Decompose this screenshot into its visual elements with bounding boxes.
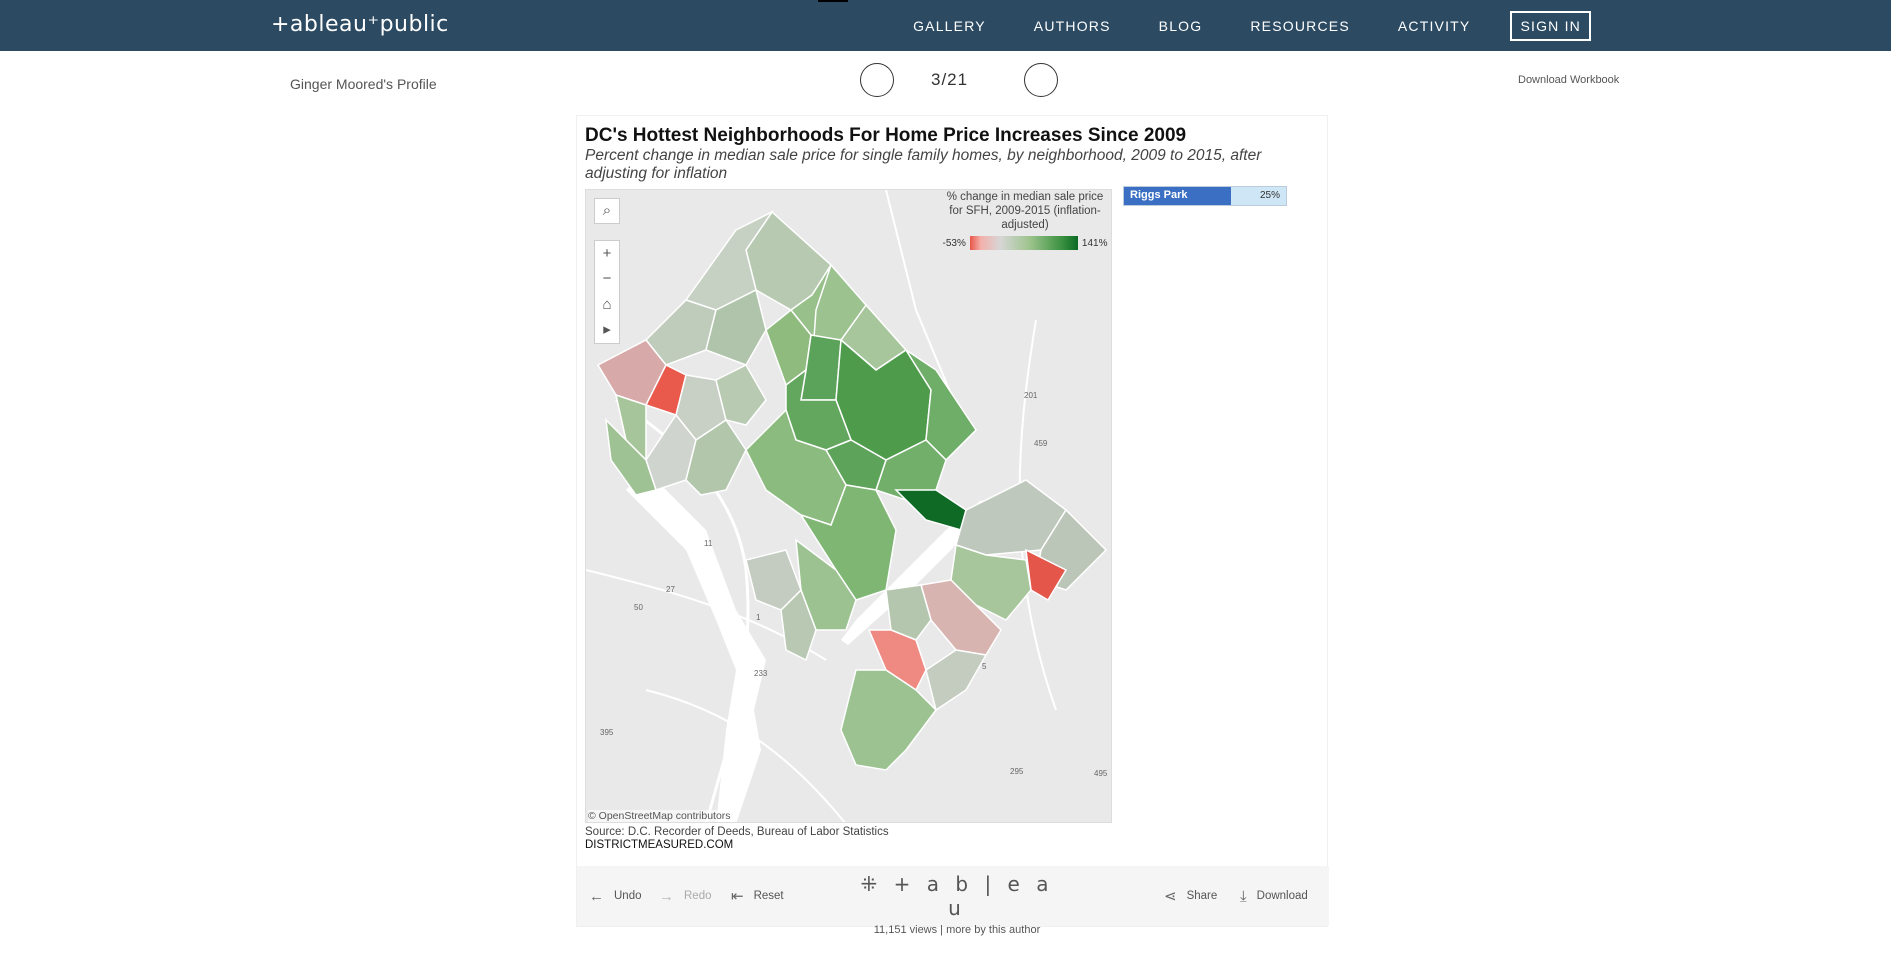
tableau-logo[interactable]: ⁜ + a b | e a u: [857, 872, 1057, 920]
road-label: 201: [1024, 391, 1038, 400]
source-note: Source: D.C. Recorder of Deeds, Bureau o…: [585, 826, 889, 838]
undo-label: Undo: [614, 890, 642, 902]
pager-count: 3/21: [931, 70, 969, 89]
highlight-name: Riggs Park: [1130, 189, 1188, 201]
nav-blog[interactable]: BLOG: [1158, 17, 1203, 34]
download-button[interactable]: ⤓ Download: [1240, 866, 1308, 926]
share-label: Share: [1186, 890, 1218, 902]
viz-container: DC's Hottest Neighborhoods For Home Pric…: [576, 115, 1329, 936]
road-markers: 201 459 11 27 50 1 233 5 295 495 395: [600, 391, 1108, 778]
active-indicator: [818, 0, 848, 2]
author-profile-link[interactable]: Ginger Moored's Profile: [290, 76, 437, 92]
tableau-public-logo[interactable]: +ableau⁺public: [271, 12, 449, 37]
top-navigation-bar: +ableau⁺public GALLERY AUTHORS BLOG RESO…: [0, 0, 1891, 51]
road-label: 395: [600, 728, 614, 737]
road-label: 295: [1010, 767, 1024, 776]
download-label: Download: [1256, 890, 1308, 902]
main-nav: GALLERY AUTHORS BLOG RESOURCES ACTIVITY …: [865, 0, 1591, 51]
map-attribution[interactable]: © OpenStreetMap contributors: [588, 810, 731, 822]
sign-in-button[interactable]: SIGN IN: [1510, 10, 1591, 41]
undo-button[interactable]: ← Undo: [589, 866, 642, 926]
legend-title: % change in median sale price for SFH, 2…: [946, 191, 1104, 231]
previous-viz-button[interactable]: [860, 63, 894, 97]
viz-title: DC's Hottest Neighborhoods For Home Pric…: [585, 125, 1187, 146]
road-label: 27: [666, 585, 675, 594]
zoom-in-icon[interactable]: +: [602, 244, 612, 262]
map-zoom-tools: + − ⌂ ▸: [594, 240, 620, 344]
road-label: 5: [982, 662, 987, 671]
tableau-wordmark: + a b | e a u: [893, 872, 1054, 920]
neighborhood-map[interactable]: 201 459 11 27 50 1 233 5 295 495 395 ⌕ +…: [585, 189, 1112, 823]
share-button[interactable]: ⋖ Share: [1164, 866, 1217, 926]
road-label: 495: [1094, 769, 1108, 778]
color-legend: % change in median sale price for SFH, 2…: [939, 190, 1111, 250]
legend-bar-row: -53% 141%: [939, 236, 1111, 250]
play-arrow-icon[interactable]: ▸: [603, 321, 611, 339]
road-label: 50: [634, 603, 643, 612]
nav-authors[interactable]: AUTHORS: [1033, 17, 1111, 34]
redo-label: Redo: [684, 890, 712, 902]
map-search-tool[interactable]: ⌕: [594, 198, 620, 224]
neighborhood-polygons: [596, 210, 1108, 771]
map-canvas[interactable]: 201 459 11 27 50 1 233 5 295 495 395: [586, 190, 1112, 823]
reset-button[interactable]: ⇤ Reset: [731, 866, 784, 926]
road-label: 1: [756, 613, 761, 622]
undo-arrow-icon: ←: [589, 887, 604, 905]
download-workbook-link[interactable]: Download Workbook: [1518, 74, 1620, 86]
nav-resources[interactable]: RESOURCES: [1250, 17, 1350, 34]
toolbar-center: ⁜ + a b | e a u 11,151 views | more by t…: [857, 872, 1057, 936]
viz-subtitle: Percent change in median sale price for …: [585, 147, 1262, 182]
road-label: 11: [704, 539, 713, 548]
highlight-bar-fill: [1124, 187, 1231, 205]
anacostia-river: [841, 500, 986, 645]
nav-gallery[interactable]: GALLERY: [913, 17, 986, 34]
highlight-bar[interactable]: Riggs Park 25%: [1123, 186, 1287, 206]
zoom-out-icon[interactable]: −: [602, 270, 612, 288]
legend-max-label: 141%: [1081, 237, 1108, 249]
nav-activity[interactable]: ACTIVITY: [1397, 17, 1471, 34]
potomac-river: [626, 470, 766, 822]
share-icon: ⋖: [1164, 888, 1177, 905]
legend-min-label: -53%: [942, 237, 966, 249]
viz-pager: 3/21: [860, 63, 1059, 97]
tableau-cross-icon: ⁜: [860, 872, 883, 896]
download-icon: ⤓: [1240, 887, 1247, 905]
search-icon[interactable]: ⌕: [602, 202, 612, 219]
viz-toolbar: ← Undo → Redo ⇤ Reset ⁜ + a b | e a u 11…: [577, 866, 1329, 936]
road-label: 233: [754, 669, 768, 678]
site-credit: DISTRICTMEASURED.COM: [585, 839, 734, 851]
road-label: 459: [1034, 439, 1048, 448]
redo-button[interactable]: → Redo: [659, 866, 712, 926]
reset-icon: ⇤: [731, 888, 744, 905]
next-viz-button[interactable]: [1024, 63, 1059, 97]
view-count[interactable]: 11,151 views | more by this author: [873, 924, 1041, 936]
highlight-value: 25%: [1259, 190, 1280, 201]
home-icon[interactable]: ⌂: [602, 295, 612, 313]
reset-label: Reset: [753, 890, 784, 902]
legend-gradient: [969, 236, 1078, 250]
redo-arrow-icon: →: [659, 887, 674, 905]
